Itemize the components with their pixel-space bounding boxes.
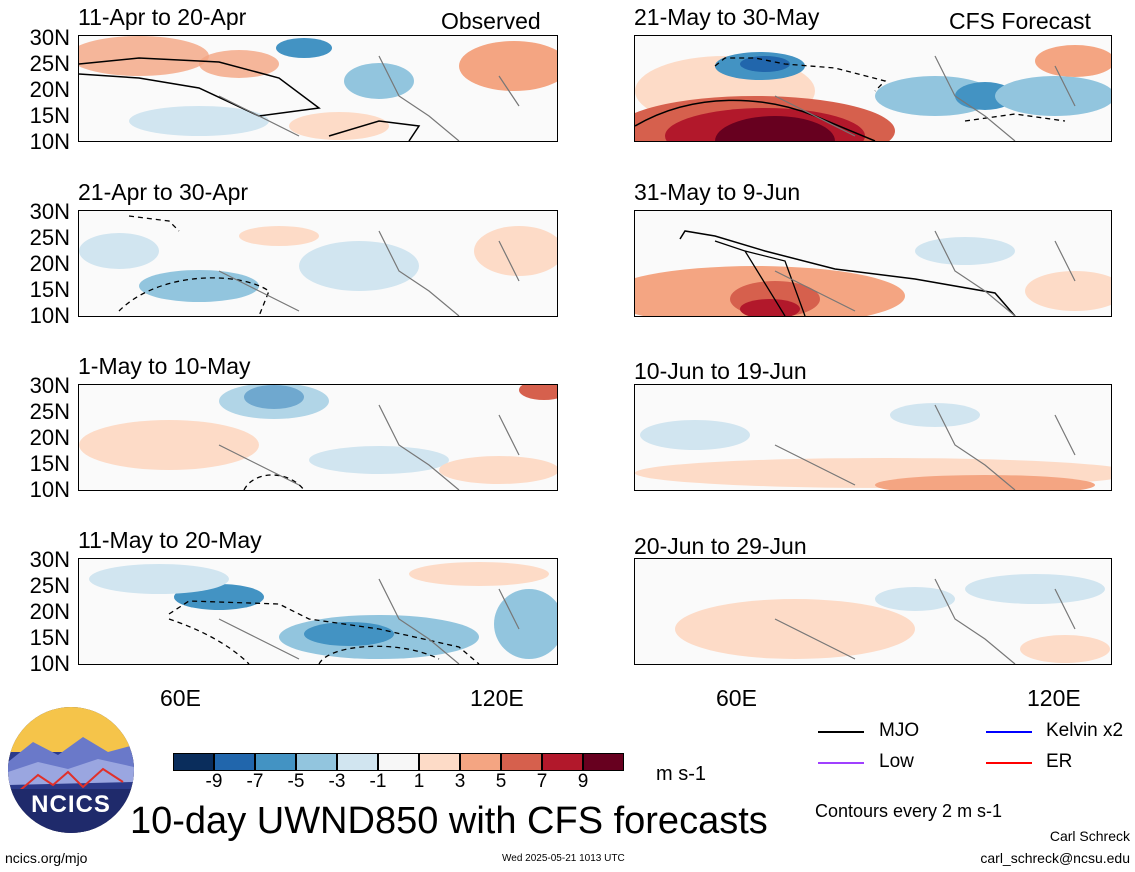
panel-title-8: 20-Jun to 29-Jun: [634, 533, 807, 559]
colorbar-label: -9: [205, 771, 223, 792]
colorbar-label: -7: [246, 771, 264, 792]
lat-tick: 10N: [29, 129, 70, 154]
lon-tick-right-120e: 120E: [1027, 685, 1081, 711]
map-panel-8: [634, 558, 1112, 665]
lat-tick: 15N: [29, 277, 70, 302]
lat-tick: 20N: [29, 251, 70, 276]
colorbar-swatch: [214, 753, 255, 771]
legend-swatch-er: [986, 762, 1032, 764]
logo-text: NCICS: [31, 791, 111, 818]
legend-swatch-kelvin: [986, 731, 1032, 733]
colorbar-swatch: [501, 753, 542, 771]
lat-tick: 30N: [29, 199, 70, 224]
colorbar-label: 9: [577, 771, 589, 792]
footer-url[interactable]: ncics.org/mjo: [5, 850, 88, 866]
map-panel-6: [634, 210, 1112, 317]
lon-tick-left-60e: 60E: [160, 685, 201, 711]
panel-label-cfs-forecast: CFS Forecast: [949, 8, 1091, 34]
legend-swatch-mjo: [818, 731, 864, 733]
map-panel-4: [78, 558, 558, 665]
colorbar-label: -3: [328, 771, 346, 792]
legend-label-kelvin: Kelvin x2: [1046, 720, 1124, 741]
lat-tick: 10N: [29, 477, 70, 502]
colorbar-label: 1: [413, 771, 425, 792]
map-panel-7: [634, 384, 1112, 491]
map-panel-5: [634, 35, 1112, 142]
lat-tick: 10N: [29, 303, 70, 328]
lat-tick: 10N: [29, 651, 70, 676]
colorbar-label: -1: [369, 771, 387, 792]
colorbar-swatch: [419, 753, 460, 771]
panel-title-5: 21-May to 30-May: [634, 4, 820, 30]
ncics-logo: NCICS: [8, 707, 134, 833]
panel-title-3: 1-May to 10-May: [78, 353, 251, 379]
lat-tick: 25N: [29, 573, 70, 598]
map-panel-2: [78, 210, 558, 317]
footer-author: Carl Schreck: [1049, 828, 1130, 844]
colorbar-swatch: [337, 753, 378, 771]
lat-tick: 15N: [29, 103, 70, 128]
lat-tick: 30N: [29, 25, 70, 50]
panel-title-6: 31-May to 9-Jun: [634, 179, 801, 205]
lat-tick: 25N: [29, 51, 70, 76]
colorbar-label: 3: [454, 771, 466, 792]
contour-note: Contours every 2 m s-1: [815, 801, 1003, 821]
lat-tick: 30N: [29, 373, 70, 398]
map-panel-1: [78, 35, 558, 142]
footer-email[interactable]: carl_schreck@ncsu.edu: [980, 850, 1130, 866]
panel-title-2: 21-Apr to 30-Apr: [78, 179, 249, 205]
colorbar-swatch: [583, 753, 624, 771]
lat-tick: 30N: [29, 547, 70, 572]
lat-tick: 20N: [29, 425, 70, 450]
colorbar-swatch: [255, 753, 296, 771]
lon-tick-left-120e: 120E: [470, 685, 524, 711]
colorbar-swatch: [296, 753, 337, 771]
main-title: 10-day UWND850 with CFS forecasts: [130, 800, 768, 842]
lat-tick: 20N: [29, 599, 70, 624]
colorbar-units: m s-1: [656, 763, 706, 785]
panel-title-1: 11-Apr to 20-Apr: [78, 4, 247, 30]
colorbar-swatch: [173, 753, 214, 771]
legend-label-mjo: MJO: [879, 720, 920, 741]
colorbar-label: -5: [287, 771, 305, 792]
panel-label-observed: Observed: [441, 8, 541, 34]
colorbar-swatch: [378, 753, 419, 771]
colorbar-label: 7: [536, 771, 548, 792]
lat-tick: 25N: [29, 399, 70, 424]
legend-label-low: Low: [879, 751, 914, 772]
colorbar-label: 5: [495, 771, 507, 792]
panel-title-4: 11-May to 20-May: [78, 527, 262, 553]
footer-timestamp: Wed 2025-05-21 1013 UTC: [502, 853, 625, 864]
colorbar-swatch: [460, 753, 501, 771]
legend-swatch-low: [818, 762, 864, 764]
legend-label-er: ER: [1046, 751, 1073, 772]
lon-tick-right-60e: 60E: [716, 685, 757, 711]
lat-tick: 20N: [29, 77, 70, 102]
panel-title-7: 10-Jun to 19-Jun: [634, 358, 807, 384]
lat-tick: 25N: [29, 225, 70, 250]
lat-tick: 15N: [29, 625, 70, 650]
map-panel-3: [78, 384, 558, 491]
colorbar-swatch: [542, 753, 583, 771]
lat-tick: 15N: [29, 451, 70, 476]
